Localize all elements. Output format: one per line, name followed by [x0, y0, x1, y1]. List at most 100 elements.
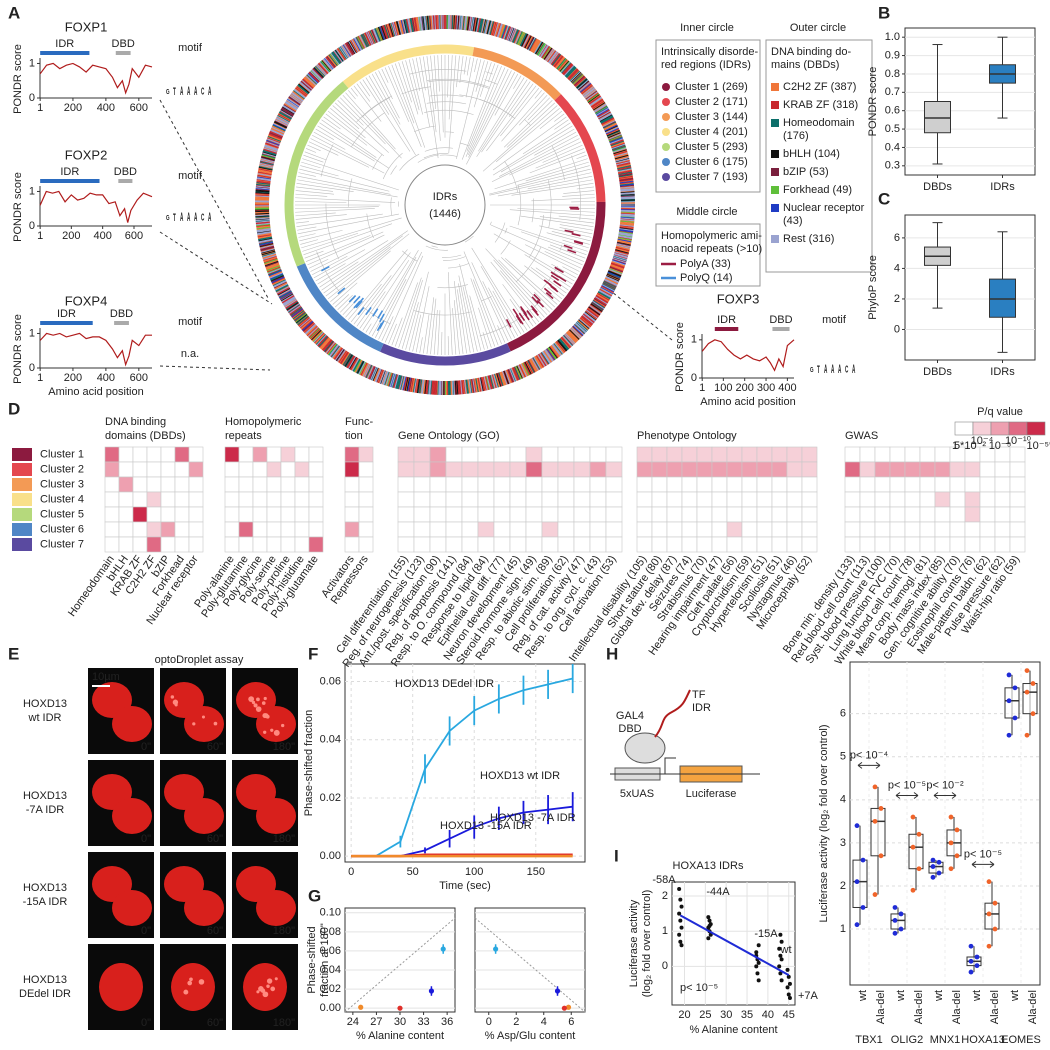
dbd-tick: [493, 22, 499, 37]
dbd-tick: [601, 117, 614, 125]
dbd-tick: [286, 100, 299, 109]
tree-branch: [321, 230, 409, 291]
heatmap-cell: [771, 491, 788, 508]
dbd-tick: [618, 234, 633, 238]
legend-label: KRAB ZF (318): [783, 99, 858, 111]
tree-branch: [337, 294, 353, 310]
tree-branch: [554, 119, 569, 130]
dbd-tick: [609, 267, 623, 274]
cluster-arc: [380, 343, 511, 366]
heatmap-cell: [573, 491, 591, 508]
tree-branch: [350, 283, 382, 323]
heatmap-cell: [874, 476, 891, 493]
heatmap-cell: [525, 446, 543, 463]
dbd-tick: [380, 26, 386, 40]
dbd-tick: [367, 365, 374, 379]
dbd-tick: [348, 356, 357, 370]
dbd-tick: [279, 291, 293, 300]
dbd-tick: [336, 48, 346, 61]
dbd-tick: [273, 123, 287, 130]
dbd-tick: [293, 89, 306, 99]
x-tick-label: 33: [417, 1016, 429, 1028]
heatmap-cell: [252, 521, 268, 538]
dbd-tick: [435, 380, 437, 395]
dbd-tick: [560, 337, 571, 349]
dbd-tick: [473, 17, 477, 32]
arrow-head: [857, 761, 881, 769]
dbd-tick: [312, 330, 323, 342]
repeat-tick: [520, 307, 528, 317]
dbd-tick: [602, 120, 616, 128]
dbd-tick: [255, 194, 270, 197]
dbd-tick: [484, 376, 489, 391]
series-label: HOXD13 DEdel IDR: [395, 678, 494, 690]
tree-branch: [535, 148, 585, 169]
dbd-tick: [612, 257, 627, 264]
dbd-tick: [309, 328, 320, 339]
dbd-tick: [619, 178, 634, 182]
dbd-tick: [308, 327, 319, 338]
tree-branch: [295, 193, 328, 197]
dbd-tick: [317, 63, 328, 75]
point: [779, 939, 784, 944]
dbd-tick: [461, 380, 465, 395]
repeat-tick: [526, 310, 534, 319]
tree-arc: [390, 197, 393, 216]
motif-letter: A: [838, 363, 842, 376]
heatmap-cell: [786, 491, 803, 508]
tree-branch: [301, 217, 402, 249]
dbd-tick: [347, 41, 356, 54]
heatmap-cell: [397, 446, 415, 463]
tree-branch: [307, 144, 321, 152]
repeat-tick: [505, 319, 512, 328]
heatmap-cell: [1009, 461, 1026, 478]
tree-arc: [428, 80, 489, 89]
motif-letter: C: [845, 364, 848, 376]
dbd-tick: [521, 34, 529, 48]
point: [678, 897, 683, 902]
tree-branch: [488, 287, 515, 338]
dbd-tick: [616, 162, 631, 167]
cluster-swatch: [12, 508, 32, 521]
repeat-tick: [531, 296, 539, 304]
dbd-tick: [283, 103, 297, 112]
legend-label: C2H2 ZF (387): [783, 81, 856, 93]
dbd-tick: [588, 95, 601, 105]
dbd-ticks: [254, 15, 635, 395]
droplet: [201, 715, 205, 719]
cluster-swatch: [12, 538, 32, 551]
dbd-tick: [548, 51, 558, 64]
heatmap-cell: [397, 461, 415, 478]
heatmap-cell: [786, 476, 803, 493]
legend-swatch: [771, 186, 779, 194]
summary-dot: [860, 905, 866, 910]
dbd-tick: [268, 270, 283, 278]
dbd-tick: [284, 102, 298, 111]
x-tick-label: 300: [757, 382, 775, 394]
tree-branch: [319, 122, 389, 169]
dbd-tick: [592, 100, 605, 110]
dbd-tick: [616, 163, 631, 168]
tree-branch: [305, 148, 317, 153]
dbd-tick: [367, 365, 375, 380]
point: [756, 978, 761, 983]
dbd-tick: [499, 24, 505, 38]
dbd-tick: [368, 366, 376, 380]
legend-label: PolyQ (14): [680, 272, 733, 284]
dbd-tick: [556, 57, 567, 70]
dbd-tick: [521, 33, 529, 47]
tree-branch: [513, 75, 522, 89]
dbd-tick: [467, 16, 471, 31]
dbd-tick: [467, 379, 471, 394]
y-tick-label: 1: [29, 185, 35, 197]
summary-dot: [1030, 681, 1036, 686]
cluster-arc: [554, 94, 606, 203]
tree-arc: [551, 145, 566, 181]
dbd-tick: [421, 16, 424, 31]
tree-arc: [320, 144, 334, 177]
heatmap-cell: [280, 461, 296, 478]
cluster-arc: [296, 263, 384, 352]
dbd-tick: [272, 277, 286, 285]
dbd-tick: [407, 377, 411, 392]
heatmap-cell: [294, 491, 310, 508]
